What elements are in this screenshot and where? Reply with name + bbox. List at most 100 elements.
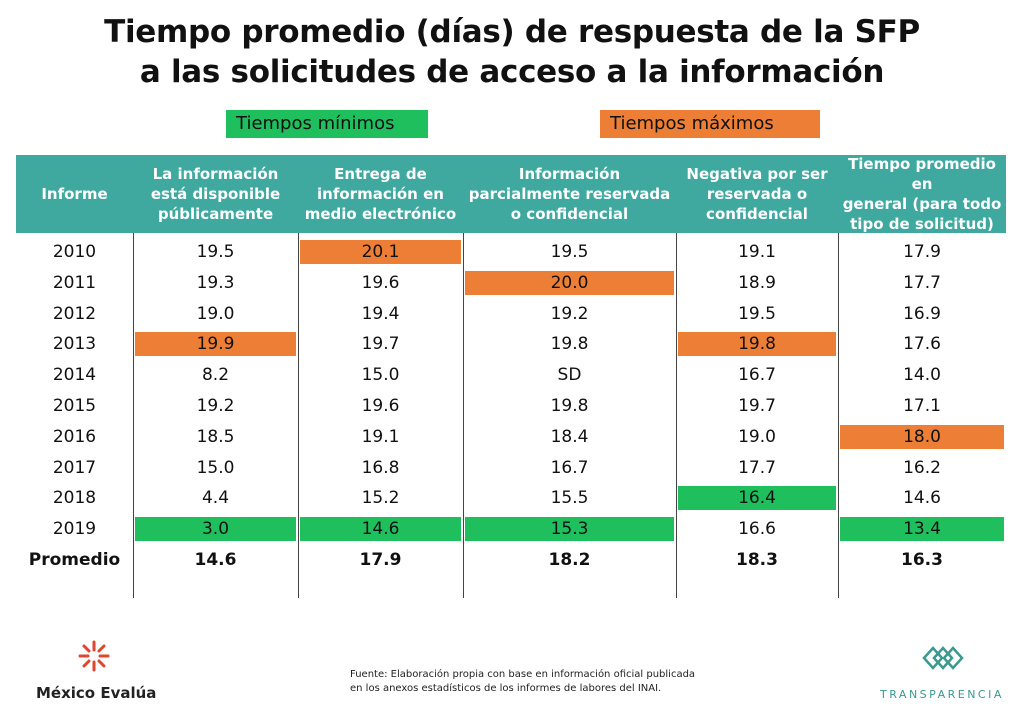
transparencia-logo: TRANSPARENCIA: [880, 640, 1001, 710]
value-cell: 19.2: [550, 303, 589, 324]
value-cell: 18.5: [196, 426, 235, 447]
title-line-1: Tiempo promedio (días) de respuesta de l…: [104, 14, 920, 50]
value-cell-max: 18.0: [840, 424, 1004, 449]
row-label: 2015: [52, 396, 97, 416]
value-cell: 19.5: [196, 242, 235, 262]
value-cell: 19.0: [196, 303, 235, 324]
value-cell: 19.1: [361, 426, 400, 447]
column-header-line: está disponible: [150, 185, 281, 203]
value-cell: 19.6: [361, 396, 400, 416]
column-divider: [298, 233, 299, 598]
column-header-line: general (para todo: [842, 195, 1002, 213]
table-header: Informe La información está disponible públ…: [16, 155, 1006, 233]
table-row: 2010 19.5 20.1 19.5 19.1 17.9: [16, 237, 1006, 267]
value-cell: 16.7: [738, 365, 776, 386]
chart-title: Tiempo promedio (días) de respuesta de l…: [0, 12, 1024, 92]
legend-min: Tiempos mínimos: [226, 110, 428, 138]
column-divider: [133, 233, 134, 598]
table-row: 2015 19.2 19.6 19.8 19.7 17.1: [16, 391, 1006, 421]
value-cell-min: 13.4: [840, 517, 1004, 542]
value-cell: 19.6: [361, 272, 400, 293]
value-cell: 15.0: [196, 457, 235, 478]
source-line-2: en los anexos estadísticos de los inform…: [350, 683, 662, 694]
average-row: Promedio 14.6 17.9 18.2 18.3 16.3: [16, 545, 1006, 575]
value-cell-max: 19.9: [135, 332, 296, 357]
value-cell: 17.9: [903, 242, 941, 262]
column-header-line: Informe: [41, 185, 108, 203]
value-cell: 4.4: [201, 488, 230, 509]
title-line-2: a las solicitudes de acceso a la informa…: [139, 54, 885, 90]
value-cell: 16.6: [738, 519, 776, 540]
column-divider: [676, 233, 677, 598]
column-header: Tiempo promedio en general (para todo tipo…: [838, 155, 1006, 233]
legend-max: Tiempos máximos: [600, 110, 820, 138]
table-row: 2011 19.3 19.6 20.0 18.9 17.7: [16, 268, 1006, 298]
value-cell: 19.0: [738, 426, 776, 447]
column-header-line: La información: [152, 165, 279, 183]
transparencia-mark-icon: [922, 646, 964, 670]
mexico-evalua-mark-icon: [78, 640, 110, 672]
value-cell: 14.6: [194, 550, 237, 570]
value-cell: 18.2: [548, 550, 591, 570]
column-header: Información parcialmente reservada o confi…: [463, 155, 676, 233]
column-divider: [463, 233, 464, 598]
row-label: 2017: [52, 457, 97, 478]
column-header-line: parcialmente reservada: [468, 185, 671, 203]
row-label: 2014: [52, 365, 97, 386]
column-header-line: o confidencial: [510, 205, 629, 223]
value-cell: 18.4: [550, 426, 589, 447]
value-cell-max: 20.1: [300, 240, 461, 264]
row-label: 2010: [52, 242, 97, 262]
value-cell: 15.0: [361, 365, 400, 386]
column-header: Informe: [16, 155, 133, 233]
value-cell: 17.6: [903, 334, 941, 355]
column-divider: [838, 233, 839, 598]
value-cell: 18.3: [736, 550, 778, 570]
table-row: 2012 19.0 19.4 19.2 19.5 16.9: [16, 299, 1006, 329]
table-row: 2016 18.5 19.1 18.4 19.0 18.0: [16, 422, 1006, 452]
row-label: 2016: [52, 426, 97, 447]
column-header-line: Tiempo promedio en: [848, 155, 996, 193]
value-cell: 19.7: [738, 396, 776, 416]
column-header-line: Negativa por ser: [686, 165, 828, 183]
column-header-line: confidencial: [706, 205, 808, 223]
column-header: Entrega de información en medio electrónic…: [298, 155, 463, 233]
value-cell: 15.2: [361, 488, 400, 509]
value-cell-max: 20.0: [465, 270, 674, 295]
value-cell: 16.2: [903, 457, 941, 478]
value-cell-min: 3.0: [135, 517, 296, 542]
value-cell: 16.3: [901, 550, 943, 570]
source-line-1: Fuente: Elaboración propia con base en i…: [350, 669, 696, 680]
average-label: Promedio: [28, 550, 121, 570]
row-label: 2019: [52, 519, 97, 540]
value-cell-min: 16.4: [678, 486, 836, 511]
column-header-line: Entrega de: [334, 165, 427, 183]
value-cell: 19.4: [361, 303, 400, 324]
value-cell: 17.1: [903, 396, 941, 416]
value-cell-max: 19.8: [678, 332, 836, 357]
value-cell: 15.5: [550, 488, 589, 509]
source-note: Fuente: Elaboración propia con base en i…: [350, 668, 710, 696]
column-header-line: reservada o: [706, 185, 808, 203]
value-cell: 16.7: [550, 457, 589, 478]
value-cell: 19.3: [196, 272, 235, 293]
table-row: 2017 15.0 16.8 16.7 17.7 16.2: [16, 453, 1006, 483]
table-row: 2019 3.0 14.6 15.3 16.6 13.4: [16, 514, 1006, 544]
column-header-line: información en: [317, 185, 444, 203]
value-cell: 19.5: [738, 303, 776, 324]
row-label: 2011: [52, 272, 97, 293]
row-label: 2012: [52, 303, 97, 324]
column-header-line: públicamente: [157, 205, 274, 223]
value-cell-min: 14.6: [300, 517, 461, 542]
table-row: 2018 4.4 15.2 15.5 16.4 14.6: [16, 483, 1006, 513]
value-cell: 8.2: [201, 365, 230, 386]
column-header-line: medio electrónico: [304, 205, 457, 223]
value-cell: 19.5: [550, 242, 589, 262]
value-cell: 17.7: [903, 272, 941, 293]
value-cell: 14.0: [903, 365, 941, 386]
table-row: 2014 8.2 15.0 SD 16.7 14.0: [16, 360, 1006, 390]
table-row: 2013 19.9 19.7 19.8 19.8 17.6: [16, 329, 1006, 359]
column-header-line: Información: [518, 165, 621, 183]
value-cell: 19.1: [738, 242, 776, 262]
row-label: 2013: [52, 334, 97, 355]
